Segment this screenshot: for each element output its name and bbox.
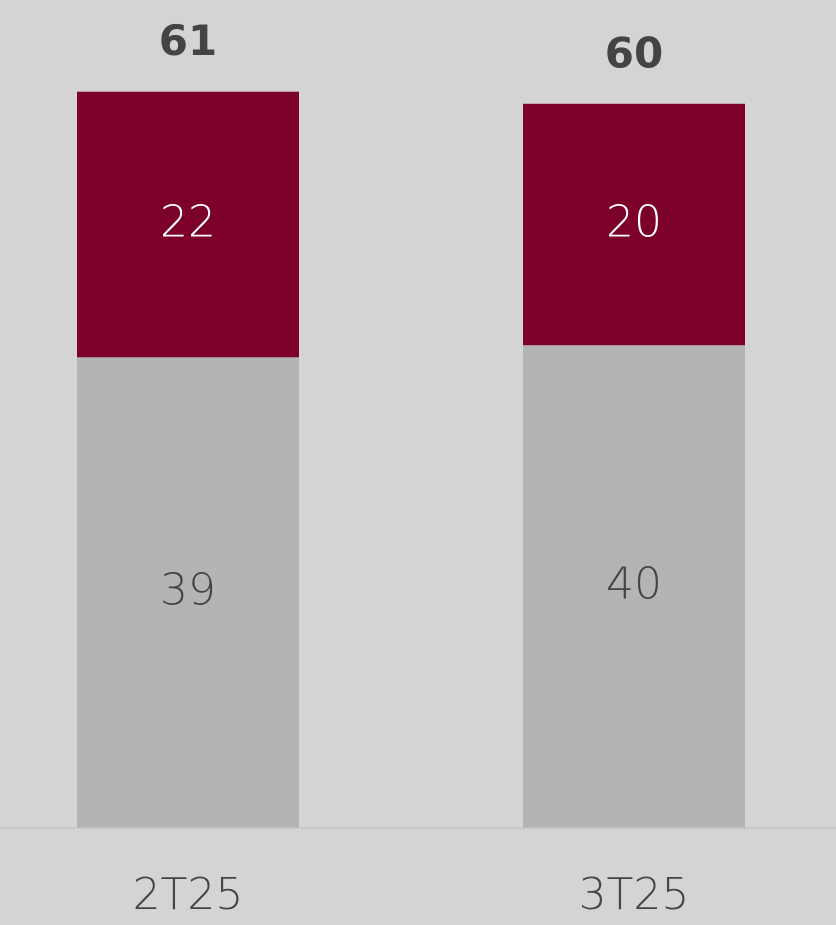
x-tick-label: 2T25 bbox=[133, 869, 244, 920]
bar-segment bbox=[77, 357, 299, 828]
segment-label: 20 bbox=[606, 197, 662, 248]
segment-label: 39 bbox=[160, 565, 216, 616]
bar-segment bbox=[523, 103, 745, 346]
x-tick-label: 3T25 bbox=[579, 869, 690, 920]
bar-segment bbox=[523, 345, 745, 828]
segment-label: 40 bbox=[606, 559, 662, 610]
total-label: 60 bbox=[605, 28, 663, 77]
segment-label: 22 bbox=[160, 197, 216, 248]
total-label: 61 bbox=[159, 16, 217, 65]
bar-segment bbox=[77, 91, 299, 358]
